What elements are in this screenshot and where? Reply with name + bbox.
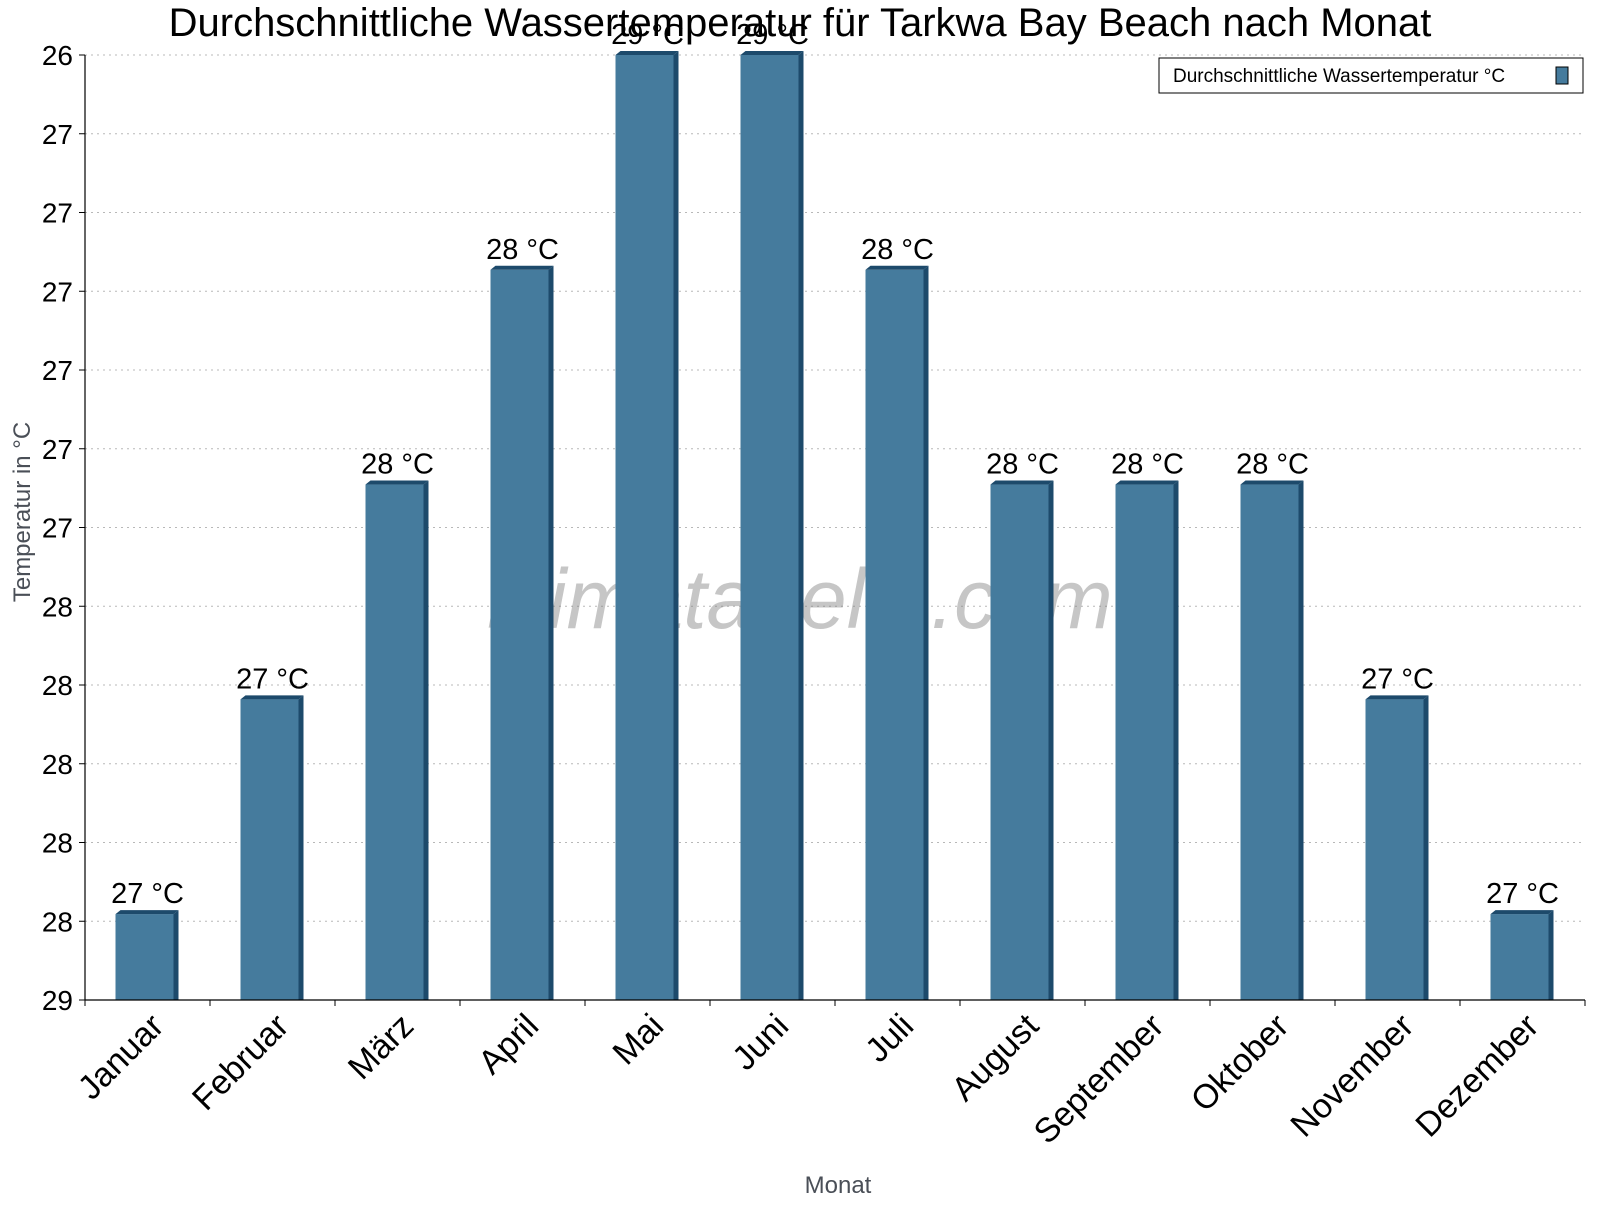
x-tick-label: September — [1027, 1007, 1171, 1151]
gridlines — [85, 54, 1585, 922]
bar-top — [990, 480, 1054, 485]
x-tick-label: Oktober — [1184, 1007, 1296, 1119]
bar-top — [740, 51, 804, 55]
bar-top — [1365, 695, 1429, 700]
bar-front — [1490, 914, 1549, 1000]
bar-side — [548, 265, 554, 1001]
bar-top — [1240, 480, 1304, 485]
bars: 27 °C 27 °C 28 °C 28 °C 29 °C 29 °C 28 °C 28 °C… — [111, 19, 1559, 1001]
bar-front — [1365, 699, 1424, 1000]
data-label: 28 °C — [486, 234, 559, 266]
bar-front — [1115, 484, 1174, 1001]
bar-februar — [240, 695, 304, 1000]
bar-side — [1048, 480, 1054, 1001]
data-label: 27 °C — [1361, 663, 1434, 695]
x-tick-label: August — [944, 1006, 1046, 1108]
x-tick-label: Dezember — [1408, 1007, 1546, 1145]
legend-swatch — [1555, 66, 1569, 85]
bar-oktober — [1240, 480, 1304, 1001]
x-tick-labels: Januar Februar März April Mai Juni Juli AugustS… — [71, 1006, 1546, 1151]
legend: Durchschnittliche Wassertemperatur °C — [1158, 57, 1584, 94]
bar-top — [615, 51, 679, 55]
bar-side — [673, 51, 679, 1000]
bar-front — [990, 484, 1049, 1001]
bar-top — [490, 265, 554, 270]
bar-top — [1115, 480, 1179, 485]
bar-mai — [615, 51, 679, 1000]
bar-side — [1173, 480, 1179, 1001]
bar-front — [240, 699, 299, 1000]
bar-side — [173, 910, 179, 1000]
bar-top — [865, 265, 929, 270]
data-label: 27 °C — [236, 663, 309, 695]
y-tick-labels: 26 27 27 27 27 27 27 28 28 28 28 28 29 — [42, 40, 85, 1016]
bar-front — [615, 55, 674, 1000]
y-tick-label: 28 — [42, 670, 73, 701]
bar-front — [365, 484, 424, 1001]
bar-juni — [740, 51, 804, 1000]
legend-label: Durchschnittliche Wassertemperatur °C — [1173, 66, 1505, 87]
bar-märz — [365, 480, 429, 1001]
bar-november — [1365, 695, 1429, 1000]
bar-side — [923, 265, 929, 1001]
bar-september — [1115, 480, 1179, 1001]
data-label: 28 °C — [1111, 449, 1184, 481]
y-axis-title: Temperatur in °C — [9, 422, 36, 602]
bar-side — [298, 695, 304, 1000]
bar-april — [490, 265, 554, 1001]
x-tick-label: Mai — [606, 1007, 672, 1073]
y-tick-label: 26 — [42, 40, 73, 71]
bar-front — [740, 55, 799, 1000]
y-tick-label: 29 — [42, 985, 73, 1016]
x-tick-label: Januar — [71, 1007, 171, 1107]
data-label: 27 °C — [111, 878, 184, 910]
y-tick-label: 27 — [42, 355, 73, 386]
bar-top — [240, 695, 304, 700]
bar-front — [490, 269, 549, 1001]
bar-front — [865, 269, 924, 1001]
y-tick-label: 27 — [42, 434, 73, 465]
y-tick-label: 28 — [42, 828, 73, 859]
data-label: 27 °C — [1486, 878, 1559, 910]
y-tick-label: 27 — [42, 276, 73, 307]
x-tick-label: April — [471, 1007, 546, 1082]
y-tick-label: 27 — [42, 198, 73, 229]
bar-side — [1423, 695, 1429, 1000]
y-tick-label: 28 — [42, 906, 73, 937]
bar-front — [115, 914, 174, 1000]
data-label: 29 °C — [736, 19, 809, 51]
legend-box — [1158, 57, 1584, 94]
bar-top — [365, 480, 429, 485]
y-tick-label: 28 — [42, 591, 73, 622]
y-tick-label: 28 — [42, 749, 73, 780]
x-tick-label: November — [1283, 1007, 1421, 1145]
x-tick-label: Juni — [725, 1007, 796, 1078]
data-label: 28 °C — [361, 449, 434, 481]
y-tick-label: 27 — [42, 513, 73, 544]
data-label: 28 °C — [861, 234, 934, 266]
y-tick-label: 27 — [42, 119, 73, 150]
data-label: 28 °C — [1236, 449, 1309, 481]
axes — [84, 55, 1586, 1006]
bar-side — [1298, 480, 1304, 1001]
bar-side — [423, 480, 429, 1001]
x-tick-label: Februar — [185, 1007, 296, 1118]
bar-side — [1548, 910, 1554, 1000]
bar-dezember — [1490, 910, 1554, 1000]
chart-title: Durchschnittliche Wassertemperatur für T… — [169, 1, 1432, 45]
bar-front — [1240, 484, 1299, 1001]
bar-top — [115, 910, 179, 915]
bar-august — [990, 480, 1054, 1001]
x-tick-label: Juli — [858, 1007, 921, 1070]
bar-side — [798, 51, 804, 1000]
x-tick-label: März — [341, 1007, 421, 1087]
bar-juli — [865, 265, 929, 1001]
data-label: 29 °C — [611, 19, 684, 51]
data-label: 28 °C — [986, 449, 1059, 481]
bar-januar — [115, 910, 179, 1000]
bar-top — [1490, 910, 1554, 915]
x-axis-title: Monat — [805, 1172, 872, 1199]
